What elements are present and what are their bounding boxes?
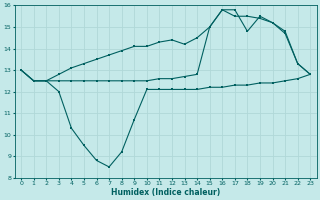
X-axis label: Humidex (Indice chaleur): Humidex (Indice chaleur) [111,188,220,197]
